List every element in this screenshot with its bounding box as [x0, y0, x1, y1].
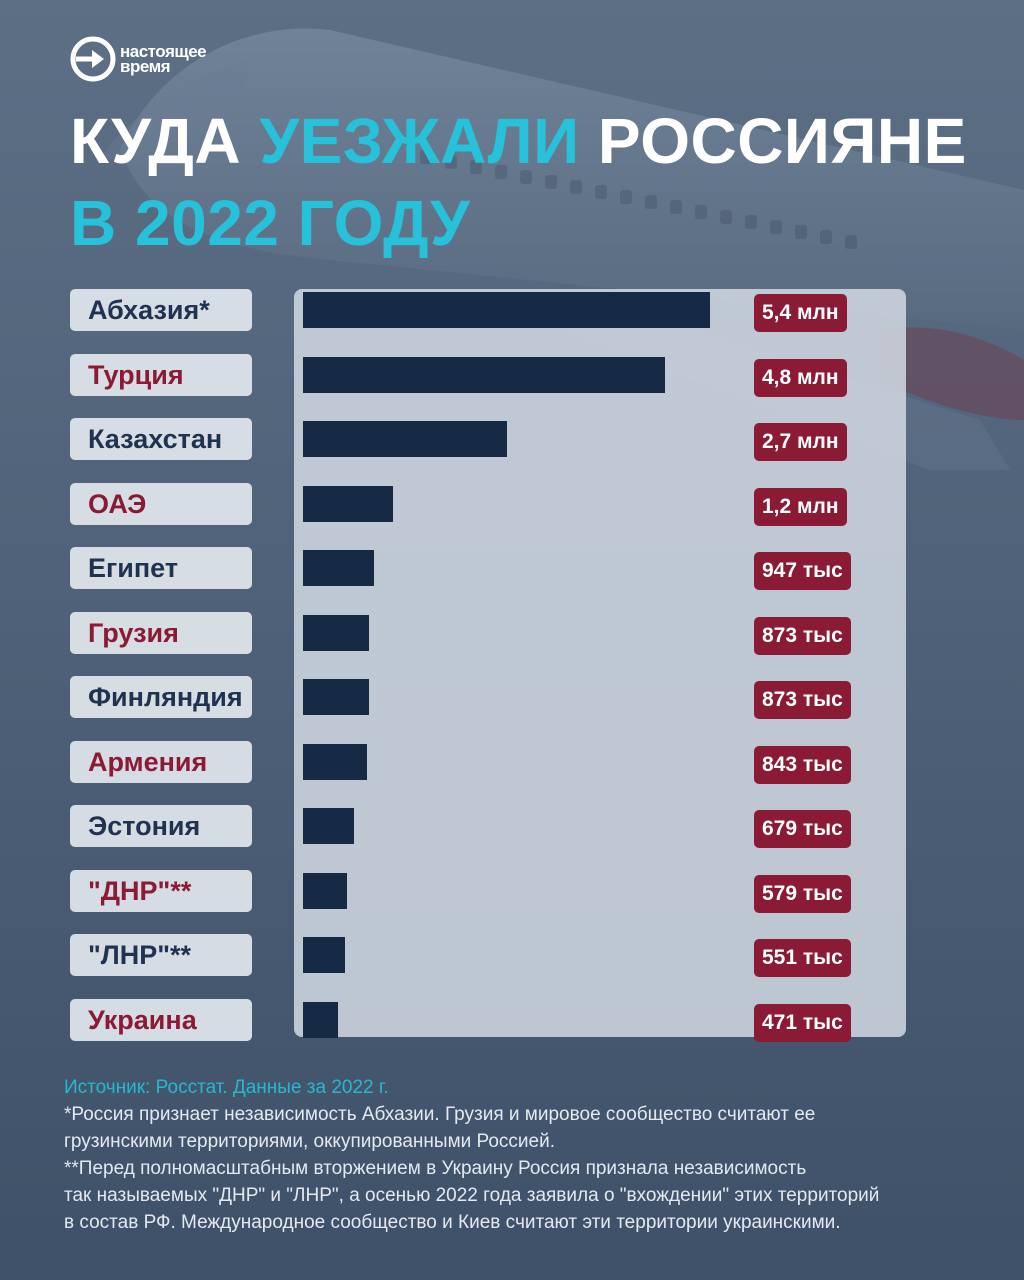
bar [303, 744, 367, 780]
value-label: 471 тыс [754, 1004, 851, 1042]
bar [303, 421, 507, 457]
bar [303, 615, 369, 651]
bar [303, 808, 354, 844]
brand-name: настоящее время [120, 42, 207, 76]
bar [303, 1002, 338, 1038]
category-label: Украина [70, 999, 252, 1041]
title-word-1: КУДА [70, 105, 242, 177]
category-label: Абхазия* [70, 289, 252, 331]
category-label: "ДНР"** [70, 870, 252, 912]
value-label: 873 тыс [754, 617, 851, 655]
value-label: 551 тыс [754, 939, 851, 977]
category-label: Грузия [70, 612, 252, 654]
bar [303, 550, 374, 586]
value-label: 1,2 млн [754, 488, 847, 526]
title-line-2: В 2022 ГОДУ [70, 187, 471, 259]
page-title: КУДА УЕЗЖАЛИ РОССИЯНЕ В 2022 ГОДУ [70, 100, 967, 264]
category-label: Казахстан [70, 418, 252, 460]
value-label: 947 тыс [754, 552, 851, 590]
category-label: Турция [70, 354, 252, 396]
bar [303, 357, 665, 393]
category-label: ОАЭ [70, 483, 252, 525]
footnotes: Источник: Росстат. Данные за 2022 г. *Ро… [64, 1074, 964, 1236]
title-word-3: РОССИЯНЕ [597, 105, 967, 177]
chart-panel [294, 289, 906, 1037]
source-note: Источник: Росстат. Данные за 2022 г. [64, 1077, 389, 1098]
value-label: 4,8 млн [754, 359, 847, 397]
value-label: 5,4 млн [754, 294, 847, 332]
category-label: "ЛНР"** [70, 934, 252, 976]
bar [303, 873, 347, 909]
bar [303, 292, 710, 328]
footnote-1-line-2: грузинскими территориями, оккупированным… [64, 1131, 556, 1152]
category-label: Армения [70, 741, 252, 783]
bar [303, 937, 345, 973]
category-label: Финляндия [70, 676, 252, 718]
footnote-2-line-3: в состав РФ. Международное сообщество и … [64, 1212, 841, 1233]
value-label: 579 тыс [754, 875, 851, 913]
title-word-2: УЕЗЖАЛИ [259, 105, 580, 177]
footnote-2-line-2: так называемых "ДНР" и "ЛНР", а осенью 2… [64, 1185, 880, 1206]
footnote-1-line-1: *Россия признает независимость Абхазии. … [64, 1104, 816, 1125]
brand-logo: настоящее время [70, 36, 207, 82]
footnote-2-line-1: **Перед полномасштабным вторжением в Укр… [64, 1158, 807, 1179]
bar [303, 486, 393, 522]
category-label: Эстония [70, 805, 252, 847]
value-label: 843 тыс [754, 746, 851, 784]
category-label: Египет [70, 547, 252, 589]
value-label: 679 тыс [754, 810, 851, 848]
play-circle-icon [70, 36, 116, 82]
bar [303, 679, 369, 715]
value-label: 873 тыс [754, 681, 851, 719]
value-label: 2,7 млн [754, 423, 847, 461]
